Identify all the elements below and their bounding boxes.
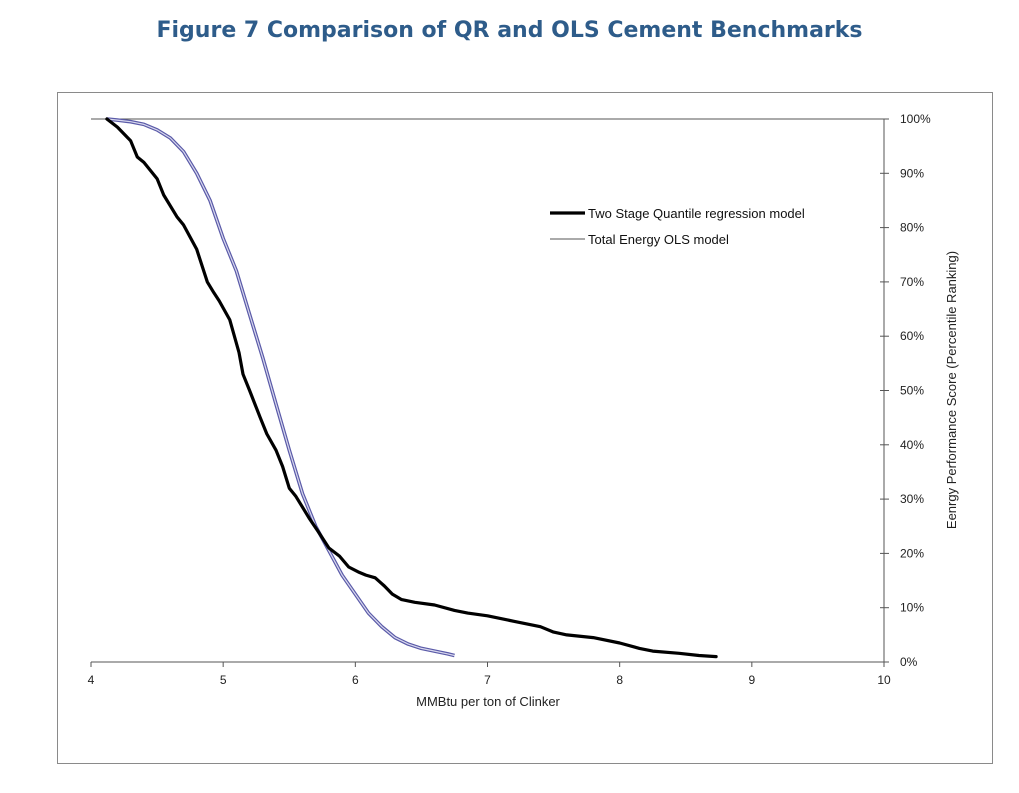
y-tick-label: 60%	[900, 329, 924, 343]
x-tick-label: 5	[220, 673, 227, 687]
series-ols-line	[106, 117, 455, 658]
x-tick-label: 4	[88, 673, 95, 687]
y-tick-label: 40%	[900, 438, 924, 452]
y-tick-label: 0%	[900, 655, 918, 669]
y-tick-label: 50%	[900, 384, 924, 398]
y-tick-label: 90%	[900, 166, 924, 180]
axes: 4 5 6 7 8 9 100%10%20%30%40%50%60%70%80%90%100…	[88, 112, 931, 687]
legend-ols-label: Total Energy OLS model	[588, 232, 729, 247]
series-ols-line-inner	[106, 118, 455, 657]
x-tick-label: 6	[352, 673, 359, 687]
y-tick-label: 10%	[900, 601, 924, 615]
y-tick-label: 100%	[900, 112, 931, 126]
legend: Two Stage Quantile regression model Tota…	[550, 206, 805, 247]
x-tick-label: 8	[616, 673, 623, 687]
figure-title: Figure 7 Comparison of QR and OLS Cement…	[156, 18, 863, 43]
y-tick-label: 30%	[900, 492, 924, 506]
series-layer	[105, 117, 718, 659]
y-axis-label: Eenrgy Performance Score (Percentile Ran…	[944, 251, 959, 529]
x-tick-label: 9	[748, 673, 755, 687]
chart-frame	[57, 92, 993, 764]
y-tick-label: 80%	[900, 221, 924, 235]
y-tick-label: 20%	[900, 546, 924, 560]
x-axis-label: MMBtu per ton of Clinker	[416, 694, 560, 709]
x-tick-label: 10	[877, 673, 891, 687]
x-tick-label: 7	[484, 673, 491, 687]
legend-qr-label: Two Stage Quantile regression model	[588, 206, 805, 221]
y-tick-label: 70%	[900, 275, 924, 289]
series-qr-line	[105, 117, 718, 659]
